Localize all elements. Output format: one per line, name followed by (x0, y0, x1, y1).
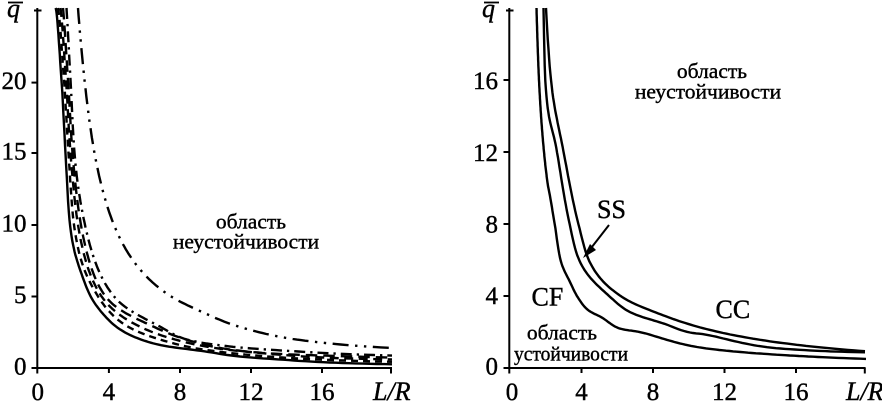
svg-text:CC: CC (716, 295, 751, 324)
svg-text:неустойчивости: неустойчивости (635, 80, 781, 104)
svg-text:L/R: L/R (372, 377, 411, 403)
svg-text:16: 16 (473, 68, 498, 95)
svg-text:4: 4 (575, 379, 588, 403)
svg-text:4: 4 (103, 379, 116, 403)
svg-text:0: 0 (14, 354, 27, 381)
svg-text:SS: SS (597, 195, 626, 224)
svg-text:устойчивости: устойчивости (514, 345, 628, 366)
svg-text:0: 0 (486, 354, 499, 381)
svg-text:L/R: L/R (845, 377, 882, 403)
svg-text:неустойчивости: неустойчивости (173, 230, 319, 254)
svg-text:CF: CF (532, 283, 564, 312)
svg-text:15: 15 (2, 139, 27, 166)
svg-text:0: 0 (32, 379, 45, 403)
svg-text:12: 12 (239, 379, 264, 403)
svg-text:8: 8 (174, 379, 187, 403)
svg-text:10: 10 (2, 211, 27, 238)
svg-text:12: 12 (712, 379, 737, 403)
svg-text:0: 0 (506, 379, 519, 403)
svg-text:8: 8 (647, 379, 660, 403)
svg-text:16: 16 (310, 379, 335, 403)
svg-text:область: область (527, 321, 597, 345)
svg-text:q: q (482, 0, 495, 23)
svg-text:4: 4 (486, 283, 499, 310)
svg-text:5: 5 (14, 282, 27, 309)
svg-text:q: q (7, 0, 20, 23)
svg-text:8: 8 (486, 212, 499, 239)
svg-text:область: область (216, 210, 286, 234)
svg-text:область: область (677, 59, 747, 83)
svg-text:20: 20 (2, 68, 27, 95)
svg-text:16: 16 (784, 379, 809, 403)
svg-text:12: 12 (473, 140, 498, 167)
